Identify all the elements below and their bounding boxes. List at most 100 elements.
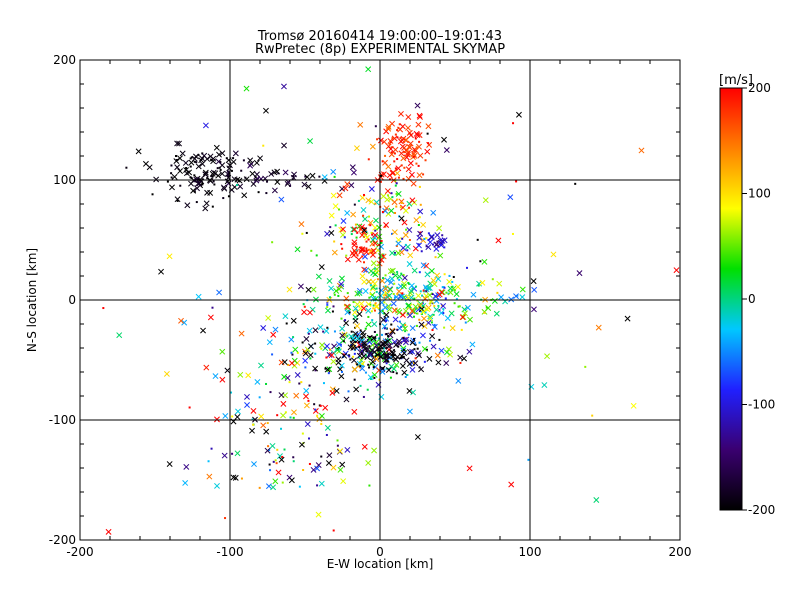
data-point-dot [354,346,357,349]
data-point-cross [232,474,239,481]
data-point-dot [308,384,311,387]
data-point-dot [393,253,396,256]
data-point-dot [363,261,366,264]
data-point-cross [481,258,488,265]
data-point-cross [338,373,345,380]
data-point-cross [303,336,310,342]
data-point-cross [389,267,396,274]
data-point-dot [326,306,329,309]
data-point-cross [177,155,183,162]
data-point-cross [302,348,308,355]
data-point-dot [374,229,377,232]
data-point-dot [300,381,303,384]
data-point-dot [360,246,363,249]
data-point-dot [406,249,409,252]
data-point-dot [345,254,348,257]
data-point-dot [374,336,377,339]
data-point-dot [275,462,278,465]
data-point-cross [428,267,435,274]
data-point-cross [250,407,257,414]
data-point-cross [531,286,538,293]
data-point-cross [272,326,279,333]
data-point-dot [389,376,392,379]
data-point-cross [420,262,427,269]
data-point-cross [448,310,455,317]
data-point-dot [340,243,343,246]
data-point-cross [382,285,389,292]
data-point-cross [333,388,340,394]
data-point-dot [336,444,339,447]
data-point-dot [417,243,420,246]
data-point-dot [394,179,397,182]
data-point-dot [396,129,399,132]
data-point-dot [370,310,373,313]
data-point-cross [169,184,175,191]
data-point-cross [194,185,200,192]
data-point-cross [410,180,417,187]
data-point-dot [427,142,430,145]
data-point-dot [350,330,353,333]
data-point-dot [283,448,286,451]
data-point-cross [392,146,399,153]
data-point-dot [193,190,196,193]
data-point-dot [372,336,375,339]
data-point-cross [365,197,372,204]
data-point-cross [379,368,386,375]
data-point-dot [424,311,427,314]
data-point-cross [519,286,526,293]
data-point-dot [292,416,295,419]
data-point-cross [258,413,265,420]
data-point-cross [399,123,406,130]
data-point-cross [280,412,287,419]
data-point-cross [430,343,437,350]
data-point-cross [371,371,378,378]
data-point-dot [396,286,399,289]
data-point-dot [292,460,295,463]
data-point-dot [483,311,486,314]
data-point-cross [414,102,421,109]
data-point-cross [324,424,331,431]
data-point-cross [350,211,357,218]
data-point-dot [230,391,233,394]
data-point-cross [453,291,460,298]
data-point-cross [224,367,231,374]
data-point-cross [306,327,313,334]
data-point-cross [338,226,345,233]
data-point-dot [415,307,418,310]
data-point-cross [445,346,452,353]
x-axis-ticks: -200 -100 0 100 200 [66,60,691,559]
data-point-dot [443,286,446,289]
data-point-cross [318,413,325,419]
data-point-cross [337,466,344,473]
data-point-dot [201,183,204,186]
data-point-cross [430,277,437,284]
data-point-cross [407,132,414,139]
data-point-cross [438,310,445,316]
data-point-dot [329,226,332,229]
data-point-dot [369,292,372,295]
data-point-cross [358,300,365,307]
data-point-cross [190,187,197,194]
data-point-cross [401,144,408,151]
data-point-cross [351,366,358,373]
data-point-dot [420,250,423,253]
colorbar-tick-label: 0 [748,292,756,306]
data-point-cross [402,232,409,239]
data-point-dot [376,349,379,352]
data-point-cross [312,407,319,414]
data-point-dot [420,313,423,316]
colorbar-tick-label: -100 [748,398,775,412]
data-point-dot [352,355,355,358]
data-point-dot [391,196,394,199]
data-point-cross [416,132,423,139]
y-axis-ticks: 200 100 0 -100 -200 [49,53,680,547]
data-point-cross [359,232,366,239]
data-point-dot [407,333,410,336]
data-point-cross [365,460,372,466]
data-point-dot [289,416,292,419]
data-point-dot [458,305,461,308]
data-point-cross [360,305,367,312]
data-point-cross [367,219,374,226]
data-point-dot [359,329,362,332]
data-point-dot [319,404,322,407]
